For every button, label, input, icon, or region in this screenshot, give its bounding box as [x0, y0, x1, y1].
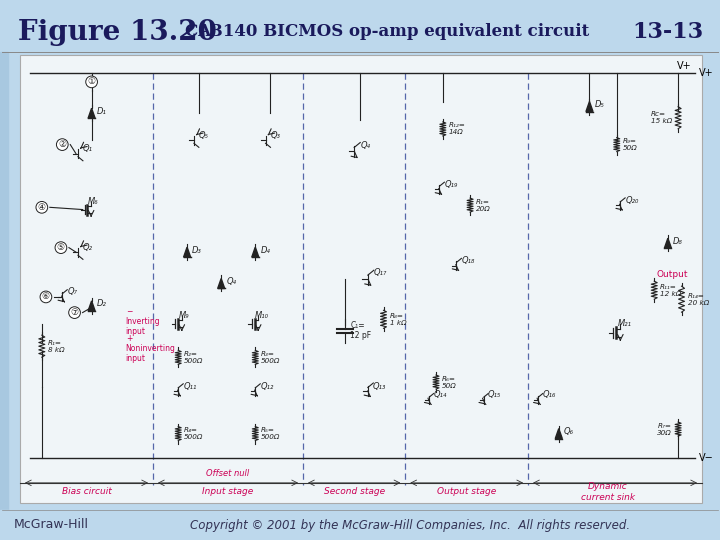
Text: R₁=
8 kΩ: R₁= 8 kΩ	[48, 340, 65, 353]
Text: Q₁₅: Q₁₅	[487, 390, 501, 400]
Text: Q₁: Q₁	[83, 144, 93, 153]
Text: Input stage: Input stage	[202, 487, 253, 496]
Text: R₉=
50Ω: R₉= 50Ω	[623, 138, 637, 151]
Polygon shape	[555, 429, 562, 438]
Text: R₁₂=
14Ω: R₁₂= 14Ω	[449, 123, 466, 136]
Text: M₆: M₆	[88, 197, 99, 206]
Text: ④: ④	[37, 203, 46, 212]
Polygon shape	[88, 301, 95, 311]
Text: ①: ①	[88, 77, 96, 86]
Polygon shape	[252, 247, 258, 257]
Text: Q₅: Q₅	[199, 131, 209, 140]
Text: D₈: D₈	[673, 237, 683, 246]
Polygon shape	[665, 238, 671, 248]
Text: Q₁₄: Q₁₄	[433, 390, 446, 400]
Text: R₁₁=
12 kΩ: R₁₁= 12 kΩ	[660, 284, 682, 296]
Text: ②: ②	[58, 140, 66, 149]
Text: M₉: M₉	[179, 311, 189, 320]
Text: D₄: D₄	[261, 246, 270, 255]
Bar	[0, 510, 720, 540]
Text: R₅=
500Ω: R₅= 500Ω	[261, 427, 281, 440]
Polygon shape	[217, 279, 225, 288]
Text: ⑤: ⑤	[57, 243, 65, 252]
Text: +
Noninverting
input: + Noninverting input	[126, 334, 176, 363]
Text: Q₂₀: Q₂₀	[625, 195, 639, 205]
Text: R₃=
500Ω: R₃= 500Ω	[261, 351, 281, 364]
Polygon shape	[184, 247, 191, 257]
Text: Dynamic
current sink: Dynamic current sink	[581, 482, 635, 502]
Text: Bias circuit: Bias circuit	[62, 487, 112, 496]
Text: Q₁₆: Q₁₆	[542, 390, 556, 400]
Text: M₁₀: M₁₀	[255, 311, 269, 320]
Text: Q₁₁: Q₁₁	[183, 381, 197, 390]
Text: Q₁₃: Q₁₃	[373, 381, 386, 390]
Text: R₇=
30Ω: R₇= 30Ω	[657, 423, 672, 436]
Bar	[0, 52, 8, 510]
Text: Q₆: Q₆	[564, 427, 574, 436]
Text: V+: V+	[677, 61, 692, 71]
Text: Output stage: Output stage	[437, 487, 496, 496]
Text: D₅: D₅	[595, 100, 604, 109]
Text: Output: Output	[657, 270, 688, 279]
Text: Q₂: Q₂	[83, 242, 93, 252]
Text: Second stage: Second stage	[323, 487, 384, 496]
Text: Rс=
15 kΩ: Rс= 15 kΩ	[651, 111, 672, 124]
Text: D₃: D₃	[192, 246, 202, 255]
Polygon shape	[586, 102, 593, 112]
Text: R₆=
50Ω: R₆= 50Ω	[442, 375, 456, 389]
Text: Q₇: Q₇	[67, 287, 77, 296]
Text: V+: V+	[698, 68, 714, 78]
Text: Q₄: Q₄	[226, 277, 236, 286]
Text: R₁=
20Ω: R₁= 20Ω	[476, 199, 491, 212]
Text: Q₁₂: Q₁₂	[261, 381, 274, 390]
Text: Offset null: Offset null	[207, 469, 250, 478]
Text: C₁=
12 pF: C₁= 12 pF	[351, 321, 372, 340]
Text: R₂=
500Ω: R₂= 500Ω	[184, 351, 204, 364]
Text: R₄=
500Ω: R₄= 500Ω	[184, 427, 204, 440]
Text: Copyright © 2001 by the McGraw-Hill Companies, Inc.  All rights reserved.: Copyright © 2001 by the McGraw-Hill Comp…	[190, 518, 630, 531]
Text: M₂₁: M₂₁	[617, 319, 631, 328]
Text: ⑥: ⑥	[42, 293, 50, 301]
Bar	[20, 55, 702, 503]
Text: Q₁₈: Q₁₈	[462, 256, 475, 265]
Text: −
Inverting
input: − Inverting input	[126, 307, 161, 336]
Text: 13-13: 13-13	[632, 21, 703, 43]
Text: Figure 13.20: Figure 13.20	[18, 18, 217, 45]
Text: R₈=
1 kΩ: R₈= 1 kΩ	[390, 313, 406, 326]
Text: R₁₄=
20 kΩ: R₁₄= 20 kΩ	[688, 293, 708, 306]
Text: V−: V−	[698, 453, 714, 463]
Text: ⑦: ⑦	[71, 308, 78, 317]
Text: Q₁₉: Q₁₉	[444, 180, 458, 189]
Text: D₁: D₁	[96, 107, 107, 116]
Text: Q₄: Q₄	[360, 141, 370, 150]
Text: Q₃: Q₃	[271, 131, 281, 140]
Polygon shape	[88, 108, 95, 118]
Text: CA3140 BICMOS op-amp equivalent circuit: CA3140 BICMOS op-amp equivalent circuit	[185, 24, 589, 40]
Text: Q₁₇: Q₁₇	[374, 268, 387, 278]
Text: D₂: D₂	[96, 299, 107, 308]
Text: McGraw-Hill: McGraw-Hill	[14, 518, 89, 531]
